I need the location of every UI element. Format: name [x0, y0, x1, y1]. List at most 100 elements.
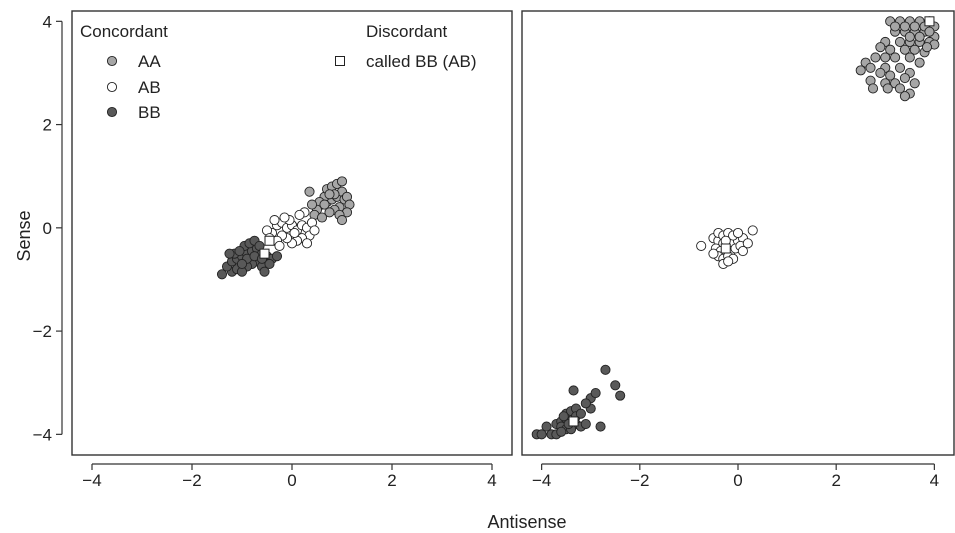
data-point-aa: [921, 42, 933, 53]
data-point-bb: [575, 408, 586, 419]
data-point-bb: [600, 364, 611, 375]
data-point-aa: [899, 44, 910, 55]
y-axis-title: Sense: [14, 210, 34, 261]
data-point-aa: [904, 31, 915, 42]
data-point-aa: [316, 212, 328, 223]
y-tick-label: 0: [43, 219, 52, 238]
data-point-ab: [737, 246, 748, 257]
data-point-aa: [880, 52, 891, 63]
data-point-ab: [289, 227, 300, 239]
data-point-aa: [909, 21, 920, 32]
x-tick-label: −4: [532, 471, 551, 490]
axes: −4 −2 0 2 4 −4 −2 0 2 4 −4 −2 0 2 4: [33, 10, 955, 490]
x-tick-label: −2: [182, 471, 201, 490]
data-point-ab: [301, 238, 313, 249]
x-tick-label: 0: [733, 471, 742, 490]
x-tick-label: −4: [82, 471, 101, 490]
data-point-bb: [271, 251, 283, 262]
data-point-bb: [216, 269, 228, 280]
data-point-bb: [595, 421, 606, 432]
panel-frame: [521, 10, 955, 456]
x-tick-label: 2: [831, 471, 840, 490]
data-point-aa: [894, 62, 906, 73]
legend-marker-bb: [106, 106, 118, 118]
data-point-ab: [696, 240, 707, 251]
data-point-ab: [747, 225, 758, 236]
data-point-called-bb-ab-: [259, 248, 270, 259]
data-point-aa: [870, 52, 881, 63]
data-point-aa: [899, 73, 910, 84]
data-point-bb: [236, 258, 248, 270]
y-tick-label: 2: [43, 116, 52, 135]
data-point-aa: [890, 21, 901, 32]
data-point-bb: [536, 429, 547, 440]
data-point-aa: [306, 199, 318, 210]
panel-frame: [71, 10, 513, 456]
data-point-ab: [294, 209, 305, 220]
data-point-ab: [742, 238, 753, 249]
data-point-aa: [894, 36, 906, 48]
data-point-aa: [885, 70, 896, 81]
data-point-bb: [590, 387, 601, 399]
panel-right: [531, 16, 940, 440]
data-point-ab: [279, 212, 290, 223]
data-point-bb: [615, 390, 626, 401]
data-point-aa: [914, 57, 925, 68]
data-point-aa: [324, 189, 335, 200]
data-point-aa: [319, 199, 330, 210]
x-tick-label: 0: [287, 471, 296, 490]
data-point-ab: [732, 227, 744, 239]
data-point-bb: [556, 426, 567, 437]
data-point-aa: [894, 83, 906, 94]
legend-label-bb: BB: [138, 103, 161, 122]
data-point-bb: [568, 385, 579, 396]
data-point-called-bb-ab-: [264, 235, 275, 246]
data-point-aa: [914, 31, 925, 42]
legend-marker-ab: [106, 81, 118, 93]
data-point-aa: [909, 44, 920, 55]
data-point-bb: [541, 421, 552, 432]
data-point-aa: [885, 44, 896, 55]
data-point-bb: [234, 246, 245, 257]
legend-concordant-title: Concordant: [80, 22, 168, 41]
data-point-bb: [610, 380, 621, 391]
legend-marker-aa: [106, 55, 118, 67]
data-point-bb: [224, 248, 235, 259]
data-point-aa: [324, 207, 335, 218]
data-point-bb: [264, 258, 275, 270]
legend-label-ab: AB: [138, 78, 161, 97]
legend-marker-called-bb-ab: [335, 56, 345, 66]
data-point-bb: [558, 411, 569, 422]
legend-discordant-title: Discordant: [366, 22, 448, 41]
data-point-ab: [723, 256, 734, 267]
data-point-bb: [580, 398, 591, 409]
y-tick-label: 4: [43, 12, 52, 31]
x-tick-label: −2: [630, 471, 649, 490]
y-tick-label: −2: [33, 322, 52, 341]
panel-left: [216, 176, 355, 280]
data-point-aa: [875, 42, 886, 53]
data-point-aa: [909, 78, 920, 89]
data-point-aa: [899, 91, 910, 102]
data-point-aa: [875, 67, 886, 79]
x-tick-label: 4: [487, 471, 496, 490]
data-point-aa: [924, 26, 935, 37]
data-point-bb: [259, 266, 270, 277]
data-point-aa: [304, 186, 315, 197]
legend-label-called-bb-ab: called BB (AB): [366, 52, 477, 71]
data-point-aa: [867, 83, 879, 94]
data-point-aa: [899, 21, 910, 32]
data-point-aa: [882, 83, 893, 94]
y-tick-label: −4: [33, 425, 52, 444]
data-point-aa: [336, 215, 348, 226]
data-point-ab: [708, 248, 719, 259]
data-point-called-bb-ab-: [720, 243, 731, 254]
data-point-called-bb-ab-: [568, 416, 579, 427]
x-tick-label: 4: [930, 471, 939, 490]
data-point-ab: [309, 225, 320, 236]
data-point-called-bb-ab-: [924, 16, 935, 27]
x-tick-label: 2: [387, 471, 396, 490]
data-point-aa: [890, 52, 901, 63]
data-point-aa: [865, 62, 876, 73]
